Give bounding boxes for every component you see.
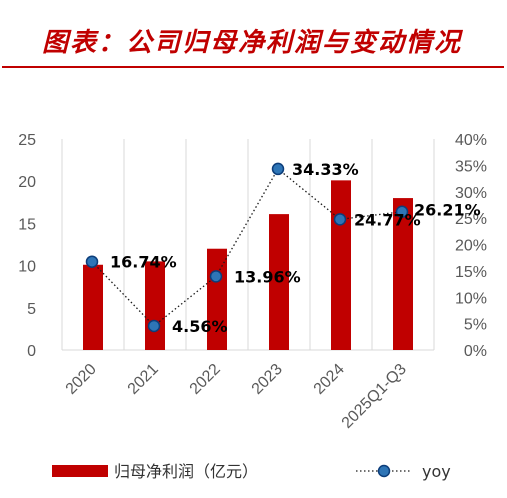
- y2-tick-label: 5%: [464, 317, 487, 334]
- x-tick-label: 2021: [125, 361, 162, 398]
- yoy-data-label: 4.56%: [172, 317, 228, 336]
- y-tick-label: 5: [27, 301, 36, 318]
- y2-tick-label: 10%: [455, 290, 487, 307]
- bar: [331, 180, 351, 350]
- y-tick-label: 20: [18, 174, 36, 191]
- y-tick-label: 25: [18, 132, 36, 149]
- yoy-data-label: 26.21%: [414, 201, 481, 220]
- y2-tick-label: 30%: [455, 185, 487, 202]
- yoy-data-label: 13.96%: [234, 267, 301, 286]
- x-tick-label: 2023: [249, 361, 286, 398]
- x-tick-label: 2024: [311, 361, 348, 398]
- y-tick-label: 10: [18, 259, 36, 276]
- title-bar: 图表：公司归母净利润与变动情况: [0, 0, 507, 72]
- yoy-line: [91, 167, 403, 327]
- yoy-marker: [147, 319, 161, 333]
- bar: [269, 214, 289, 350]
- x-tick-label: 2025Q1-Q3: [339, 361, 410, 432]
- chart-title: 图表：公司归母净利润与变动情况: [42, 28, 463, 58]
- x-tick-label: 2022: [187, 361, 224, 398]
- legend-marker-yoy: [377, 464, 391, 478]
- y2-tick-label: 0%: [464, 343, 487, 360]
- y2-tick-label: 15%: [455, 264, 487, 281]
- yoy-marker: [85, 255, 99, 268]
- legend: 归母净利润（亿元） yoy: [52, 462, 451, 481]
- yoy-data-label: 24.77%: [354, 210, 421, 229]
- bar: [393, 198, 413, 350]
- yoy-marker: [271, 162, 285, 176]
- yoy-marker: [395, 205, 409, 218]
- title-underline: [2, 66, 504, 68]
- legend-label-bar: 归母净利润（亿元）: [114, 462, 258, 481]
- y2-tick-label: 25%: [455, 211, 487, 228]
- y-tick-label: 15: [18, 216, 36, 233]
- legend-label-yoy: yoy: [422, 462, 451, 481]
- y-tick-label: 0: [27, 343, 36, 360]
- yoy-data-label: 34.33%: [292, 160, 359, 179]
- yoy-marker: [209, 270, 223, 283]
- y2-tick-label: 20%: [455, 238, 487, 255]
- y2-tick-label: 35%: [455, 158, 487, 175]
- y2-tick-label: 40%: [455, 132, 487, 149]
- bar: [83, 264, 103, 350]
- legend-swatch-bar: [52, 465, 108, 477]
- bar: [145, 261, 165, 350]
- yoy-data-label: 16.74%: [110, 253, 177, 272]
- yoy-marker: [333, 213, 347, 226]
- x-tick-label: 2020: [63, 361, 100, 398]
